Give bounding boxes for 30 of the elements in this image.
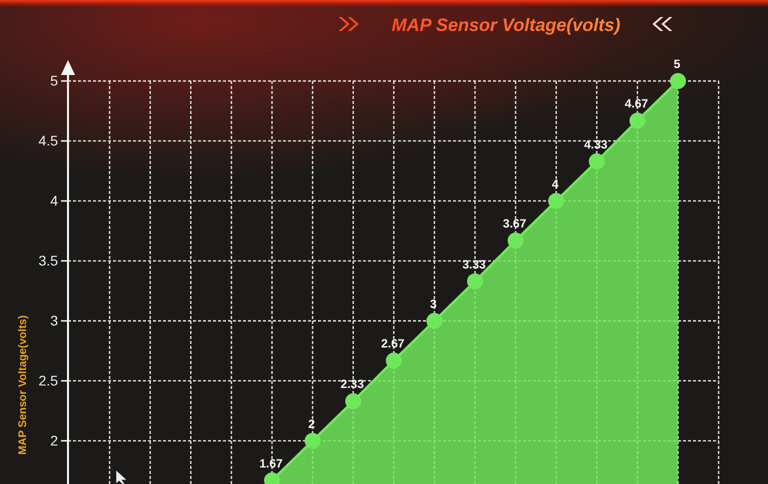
point: [629, 112, 646, 129]
point: [467, 273, 483, 290]
data-label: 4.67: [624, 96, 648, 111]
data-label: 4: [552, 176, 559, 191]
data-label: 3: [430, 296, 438, 311]
y-tick-label: 2.5: [38, 372, 58, 388]
point: [304, 432, 321, 449]
point: [386, 352, 402, 368]
data-label: 2.67: [381, 336, 405, 350]
data-label: 2.33: [340, 377, 364, 392]
point: [670, 73, 686, 89]
point: [508, 232, 524, 248]
y-tick-label: 4: [50, 192, 58, 208]
data-label: 5: [674, 57, 681, 71]
point: [548, 192, 564, 209]
data-label: 4.33: [584, 137, 608, 152]
y-tick-label: 3.5: [38, 252, 58, 268]
point: [588, 153, 605, 170]
y-tick-label: 5: [50, 72, 58, 88]
point: [426, 312, 442, 329]
data-label: 3.33: [462, 257, 486, 272]
y-tick-label: 2: [50, 432, 58, 448]
data-label: 2: [308, 416, 316, 431]
y-tick-label: 4.5: [38, 132, 58, 148]
point: [345, 393, 362, 410]
chart-title: MAP Sensor Voltage(volts): [392, 15, 620, 35]
data-label: 1.67: [259, 456, 283, 470]
y-axis-title: MAP Sensor Voltage(volts): [17, 314, 29, 455]
y-tick-label: 3: [50, 312, 58, 328]
data-label: 3.67: [502, 216, 527, 231]
